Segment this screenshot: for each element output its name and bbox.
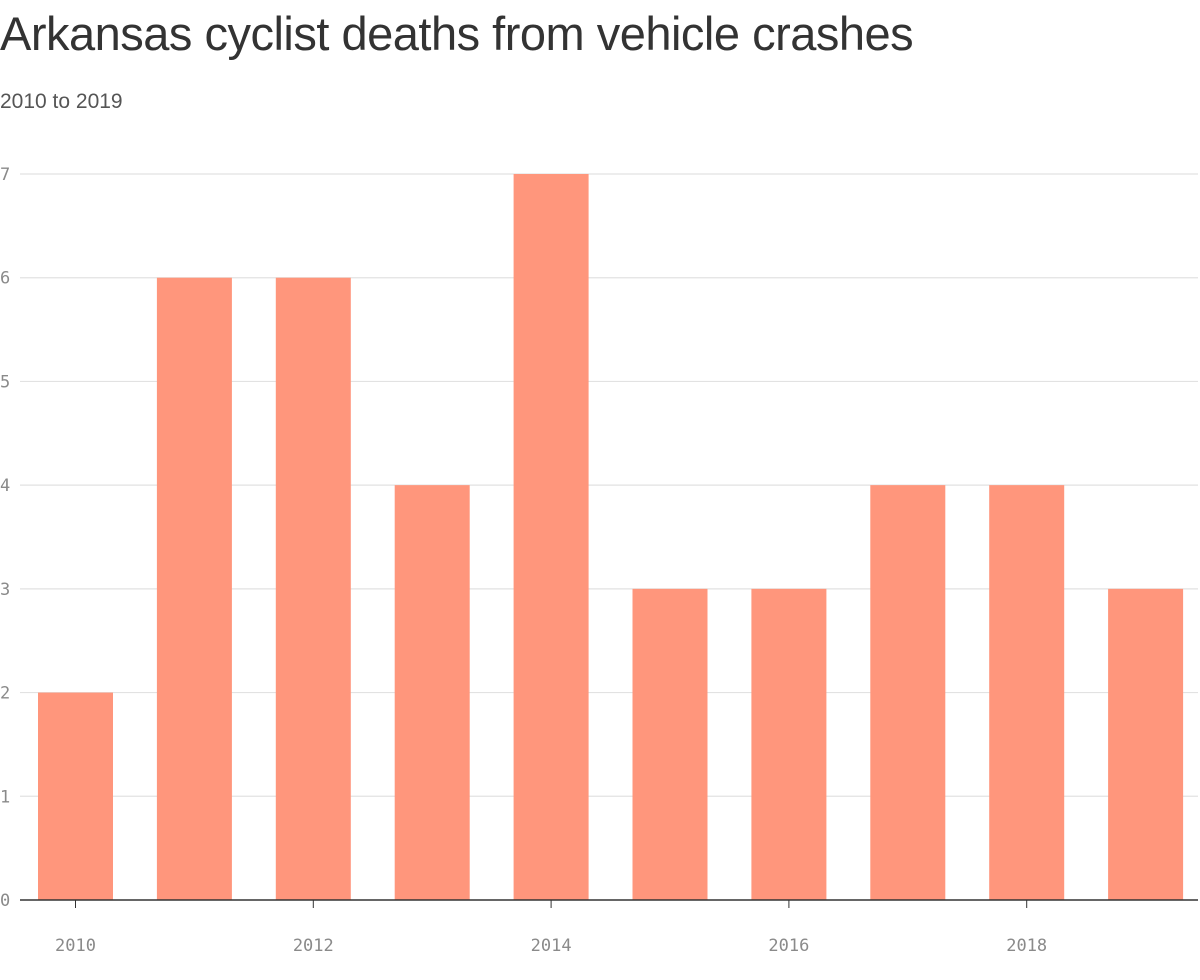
bar-2014 <box>513 174 589 900</box>
bar-2015 <box>632 588 708 900</box>
y-tick-label-2: 2 <box>0 684 10 704</box>
bar-2013 <box>394 485 470 900</box>
x-tick-label-2016: 2016 <box>768 936 809 956</box>
bar-2011 <box>156 277 232 900</box>
y-tick-label-4: 4 <box>0 476 10 496</box>
y-axis-ticks: 0 1 2 3 4 5 6 7 <box>0 165 10 911</box>
y-tick-label-3: 3 <box>0 580 10 600</box>
chart-subtitle: 2010 to 2019 <box>0 90 123 113</box>
bar-2010 <box>38 692 113 900</box>
bars <box>38 174 1184 900</box>
y-tick-label-5: 5 <box>0 372 10 392</box>
bar-2017 <box>870 485 946 900</box>
bar-2019 <box>1108 588 1184 900</box>
x-tick-label-2014: 2014 <box>531 936 572 956</box>
x-tick-label-2010: 2010 <box>55 936 96 956</box>
chart-title: Arkansas cyclist deaths from vehicle cra… <box>0 7 914 60</box>
y-tick-label-7: 7 <box>0 165 10 185</box>
x-tick-label-2018: 2018 <box>1006 936 1047 956</box>
bar-2012 <box>275 277 351 900</box>
y-tick-label-6: 6 <box>0 269 10 289</box>
bar-2016 <box>751 588 827 900</box>
y-tick-label-1: 1 <box>0 787 10 807</box>
x-tick-label-2012: 2012 <box>293 936 334 956</box>
x-axis-ticks: 2010 2012 2014 2016 2018 <box>55 900 1047 956</box>
y-tick-label-0: 0 <box>0 891 10 911</box>
bar-2018 <box>989 485 1065 900</box>
